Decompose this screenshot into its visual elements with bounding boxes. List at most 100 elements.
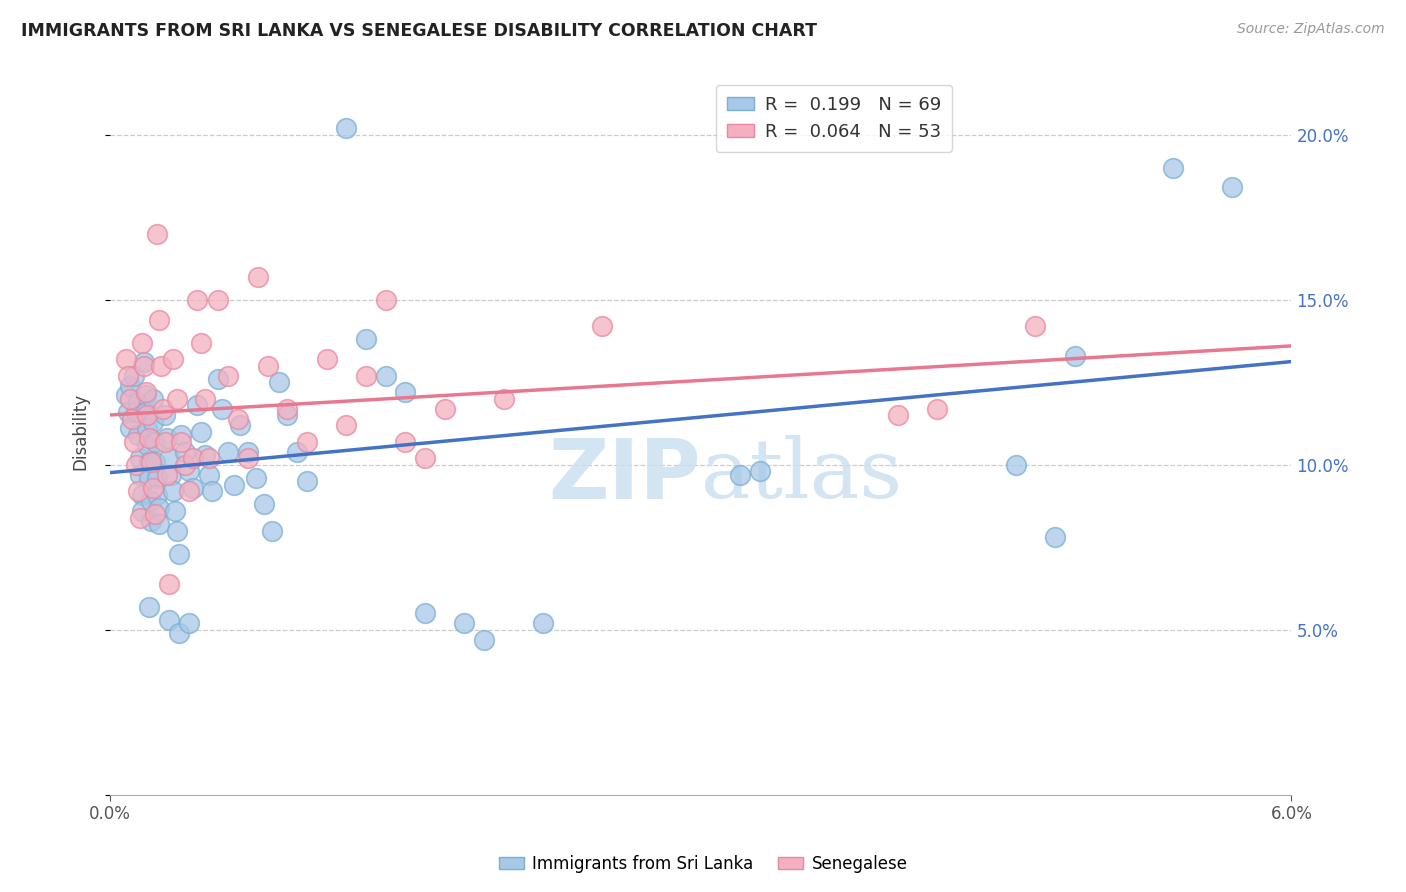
Point: [122, 434, 145, 449]
Point: [181, 481, 204, 495]
Point: [170, 434, 193, 449]
Point: [165, 504, 187, 518]
Text: ZIP: ZIP: [548, 435, 700, 516]
Point: [138, 454, 160, 468]
Point: [136, 438, 159, 452]
Point: [128, 467, 150, 482]
Point: [138, 471, 160, 485]
Point: [925, 401, 948, 416]
Point: [167, 626, 190, 640]
Point: [413, 451, 436, 466]
Point: [124, 405, 146, 419]
Point: [295, 475, 318, 489]
Point: [591, 319, 613, 334]
Point: [1063, 349, 1085, 363]
Point: [156, 467, 179, 482]
Point: [131, 487, 153, 501]
Point: [150, 359, 173, 373]
Point: [128, 451, 150, 466]
Point: [354, 368, 377, 383]
Point: [127, 428, 149, 442]
Point: [138, 599, 160, 614]
Legend: R =  0.199   N = 69, R =  0.064   N = 53: R = 0.199 N = 69, R = 0.064 N = 53: [716, 85, 952, 152]
Point: [190, 335, 212, 350]
Point: [253, 498, 276, 512]
Point: [374, 293, 396, 307]
Point: [186, 293, 208, 307]
Point: [1163, 161, 1185, 175]
Point: [276, 409, 298, 423]
Y-axis label: Disability: Disability: [72, 393, 89, 470]
Point: [269, 376, 291, 390]
Text: Source: ZipAtlas.com: Source: ZipAtlas.com: [1237, 22, 1385, 37]
Point: [117, 368, 139, 383]
Point: [748, 464, 770, 478]
Point: [146, 487, 169, 501]
Point: [134, 385, 156, 400]
Point: [1024, 319, 1046, 334]
Point: [128, 510, 150, 524]
Point: [141, 514, 163, 528]
Point: [1043, 531, 1066, 545]
Point: [138, 431, 160, 445]
Point: [174, 458, 197, 472]
Point: [118, 421, 141, 435]
Point: [160, 467, 183, 482]
Point: [236, 451, 259, 466]
Point: [131, 335, 153, 350]
Point: [166, 392, 188, 406]
Point: [472, 632, 495, 647]
Point: [132, 355, 155, 369]
Point: [354, 332, 377, 346]
Point: [174, 444, 197, 458]
Point: [114, 352, 136, 367]
Point: [162, 484, 184, 499]
Point: [143, 434, 166, 449]
Point: [207, 293, 229, 307]
Point: [153, 434, 176, 449]
Point: [201, 484, 224, 499]
Point: [122, 368, 145, 383]
Point: [127, 395, 149, 409]
Legend: Immigrants from Sri Lanka, Senegalese: Immigrants from Sri Lanka, Senegalese: [492, 848, 914, 880]
Point: [118, 392, 141, 406]
Point: [177, 464, 200, 478]
Point: [394, 434, 416, 449]
Point: [1222, 180, 1244, 194]
Point: [146, 227, 169, 241]
Point: [157, 613, 180, 627]
Point: [134, 388, 156, 402]
Point: [142, 415, 165, 429]
Point: [245, 471, 267, 485]
Point: [143, 454, 166, 468]
Point: [433, 401, 456, 416]
Point: [117, 405, 139, 419]
Point: [141, 494, 163, 508]
Point: [315, 352, 337, 367]
Text: IMMIGRANTS FROM SRI LANKA VS SENEGALESE DISABILITY CORRELATION CHART: IMMIGRANTS FROM SRI LANKA VS SENEGALESE …: [21, 22, 817, 40]
Point: [1004, 458, 1026, 472]
Point: [229, 418, 252, 433]
Point: [114, 388, 136, 402]
Point: [127, 484, 149, 499]
Point: [394, 385, 416, 400]
Point: [148, 312, 170, 326]
Point: [194, 448, 217, 462]
Point: [194, 392, 217, 406]
Point: [295, 434, 318, 449]
Text: atlas: atlas: [700, 435, 903, 516]
Point: [153, 409, 176, 423]
Point: [132, 359, 155, 373]
Point: [118, 378, 141, 392]
Point: [152, 401, 174, 416]
Point: [335, 120, 357, 135]
Point: [453, 616, 475, 631]
Point: [167, 547, 190, 561]
Point: [197, 467, 219, 482]
Point: [374, 368, 396, 383]
Point: [217, 368, 239, 383]
Point: [162, 352, 184, 367]
Point: [170, 428, 193, 442]
Point: [285, 444, 308, 458]
Point: [190, 425, 212, 439]
